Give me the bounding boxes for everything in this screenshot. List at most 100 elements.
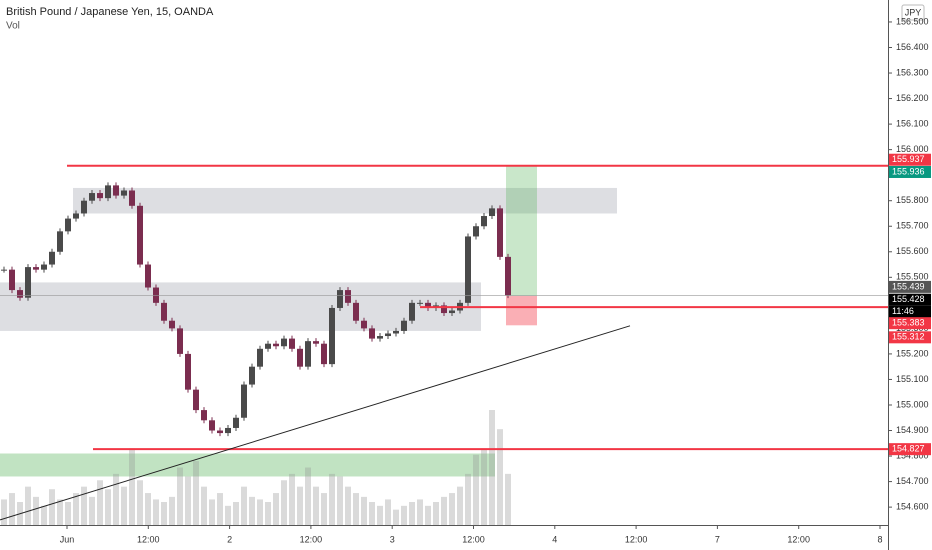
volume-bar xyxy=(153,499,159,525)
volume-bar xyxy=(449,493,455,525)
candle xyxy=(169,320,175,329)
candle xyxy=(337,290,343,308)
y-tick-label: 155.200 xyxy=(896,348,929,358)
volume-bar xyxy=(233,502,239,525)
volume-bar xyxy=(1,499,7,525)
volume-bar xyxy=(345,486,351,525)
price-label: 155.936 xyxy=(892,166,925,176)
volume-bar xyxy=(137,480,143,525)
candle xyxy=(249,366,255,385)
volume-bar xyxy=(361,496,367,525)
price-label: 155.383 xyxy=(892,318,925,328)
candle xyxy=(449,310,455,314)
candle xyxy=(385,333,391,337)
volume-bar xyxy=(505,473,511,525)
candle xyxy=(81,200,87,214)
volume-bar xyxy=(145,493,151,525)
volume-bar xyxy=(105,489,111,525)
y-tick-label: 156.300 xyxy=(896,67,929,77)
volume-bar xyxy=(249,496,255,525)
x-tick-label: 3 xyxy=(390,534,395,544)
x-tick-label: 12:00 xyxy=(625,534,648,544)
candle xyxy=(505,256,511,296)
price-label: 155.439 xyxy=(892,281,925,291)
currency-label[interactable]: JPY xyxy=(905,7,922,17)
price-label: 154.827 xyxy=(892,444,925,454)
candle xyxy=(1,269,7,271)
candle xyxy=(9,269,15,291)
candle xyxy=(73,213,79,219)
y-tick-label: 155.500 xyxy=(896,272,929,282)
volume-bar xyxy=(377,505,383,525)
candle xyxy=(201,410,207,421)
volume-bar xyxy=(185,476,191,525)
volume-bar xyxy=(97,480,103,525)
y-tick-label: 154.600 xyxy=(896,502,929,512)
y-tick-label: 156.400 xyxy=(896,42,929,52)
y-tick-label: 155.000 xyxy=(896,399,929,409)
currency-box[interactable] xyxy=(901,4,925,21)
volume-bar xyxy=(369,502,375,525)
y-tick-label: 155.800 xyxy=(896,195,929,205)
volume-bar xyxy=(9,493,15,525)
volume-bar xyxy=(425,505,431,525)
candle xyxy=(97,193,103,199)
price-label: 155.428 xyxy=(892,294,925,304)
volume-bar xyxy=(385,499,391,525)
candle xyxy=(161,302,167,321)
zone xyxy=(0,453,495,477)
candle xyxy=(185,353,191,390)
candle xyxy=(473,226,479,237)
volume-bar xyxy=(209,499,215,525)
candle xyxy=(377,336,383,339)
volume-bar xyxy=(401,505,407,525)
y-tick-label: 156.000 xyxy=(896,144,929,154)
candle xyxy=(105,185,111,199)
price-label-box xyxy=(889,280,931,293)
volume-bar xyxy=(201,486,207,525)
candle xyxy=(465,236,471,303)
volume-bar xyxy=(73,493,79,525)
candle xyxy=(121,190,127,196)
volume-bar xyxy=(457,486,463,525)
price-label-box xyxy=(889,293,931,306)
indicator-label: Vol xyxy=(6,21,20,32)
volume-bar xyxy=(257,499,263,525)
y-tick-label: 154.700 xyxy=(896,476,929,486)
volume-bar xyxy=(121,486,127,525)
candle xyxy=(137,205,143,265)
x-tick-label: 2 xyxy=(227,534,232,544)
volume-bar xyxy=(265,502,271,525)
volume-bar xyxy=(57,499,63,525)
volume-bar xyxy=(465,473,471,525)
x-tick-label: 12:00 xyxy=(787,534,810,544)
volume-bar xyxy=(329,473,335,525)
volume-bar xyxy=(481,448,487,525)
candle xyxy=(313,341,319,344)
candle xyxy=(441,305,447,314)
price-label-box xyxy=(889,331,931,344)
countdown: 11:46 xyxy=(892,306,914,316)
candle xyxy=(273,343,279,347)
price-label-box xyxy=(889,165,931,178)
x-tick-label: Jun xyxy=(60,534,75,544)
candle xyxy=(153,287,159,303)
volume-bar xyxy=(169,496,175,525)
candle xyxy=(145,264,151,288)
y-tick-label: 155.100 xyxy=(896,374,929,384)
candle xyxy=(401,320,407,331)
candle xyxy=(369,328,375,339)
volume-bar xyxy=(273,493,279,525)
volume-bar xyxy=(41,505,47,525)
candle xyxy=(241,384,247,418)
candle xyxy=(33,267,39,270)
volume-bar xyxy=(473,454,479,525)
y-tick-label: 154.900 xyxy=(896,425,929,435)
candle xyxy=(345,290,351,303)
volume-bar xyxy=(337,476,343,525)
candle xyxy=(329,307,335,365)
candle xyxy=(89,193,95,201)
volume-bar xyxy=(281,480,287,525)
zone xyxy=(0,282,481,331)
